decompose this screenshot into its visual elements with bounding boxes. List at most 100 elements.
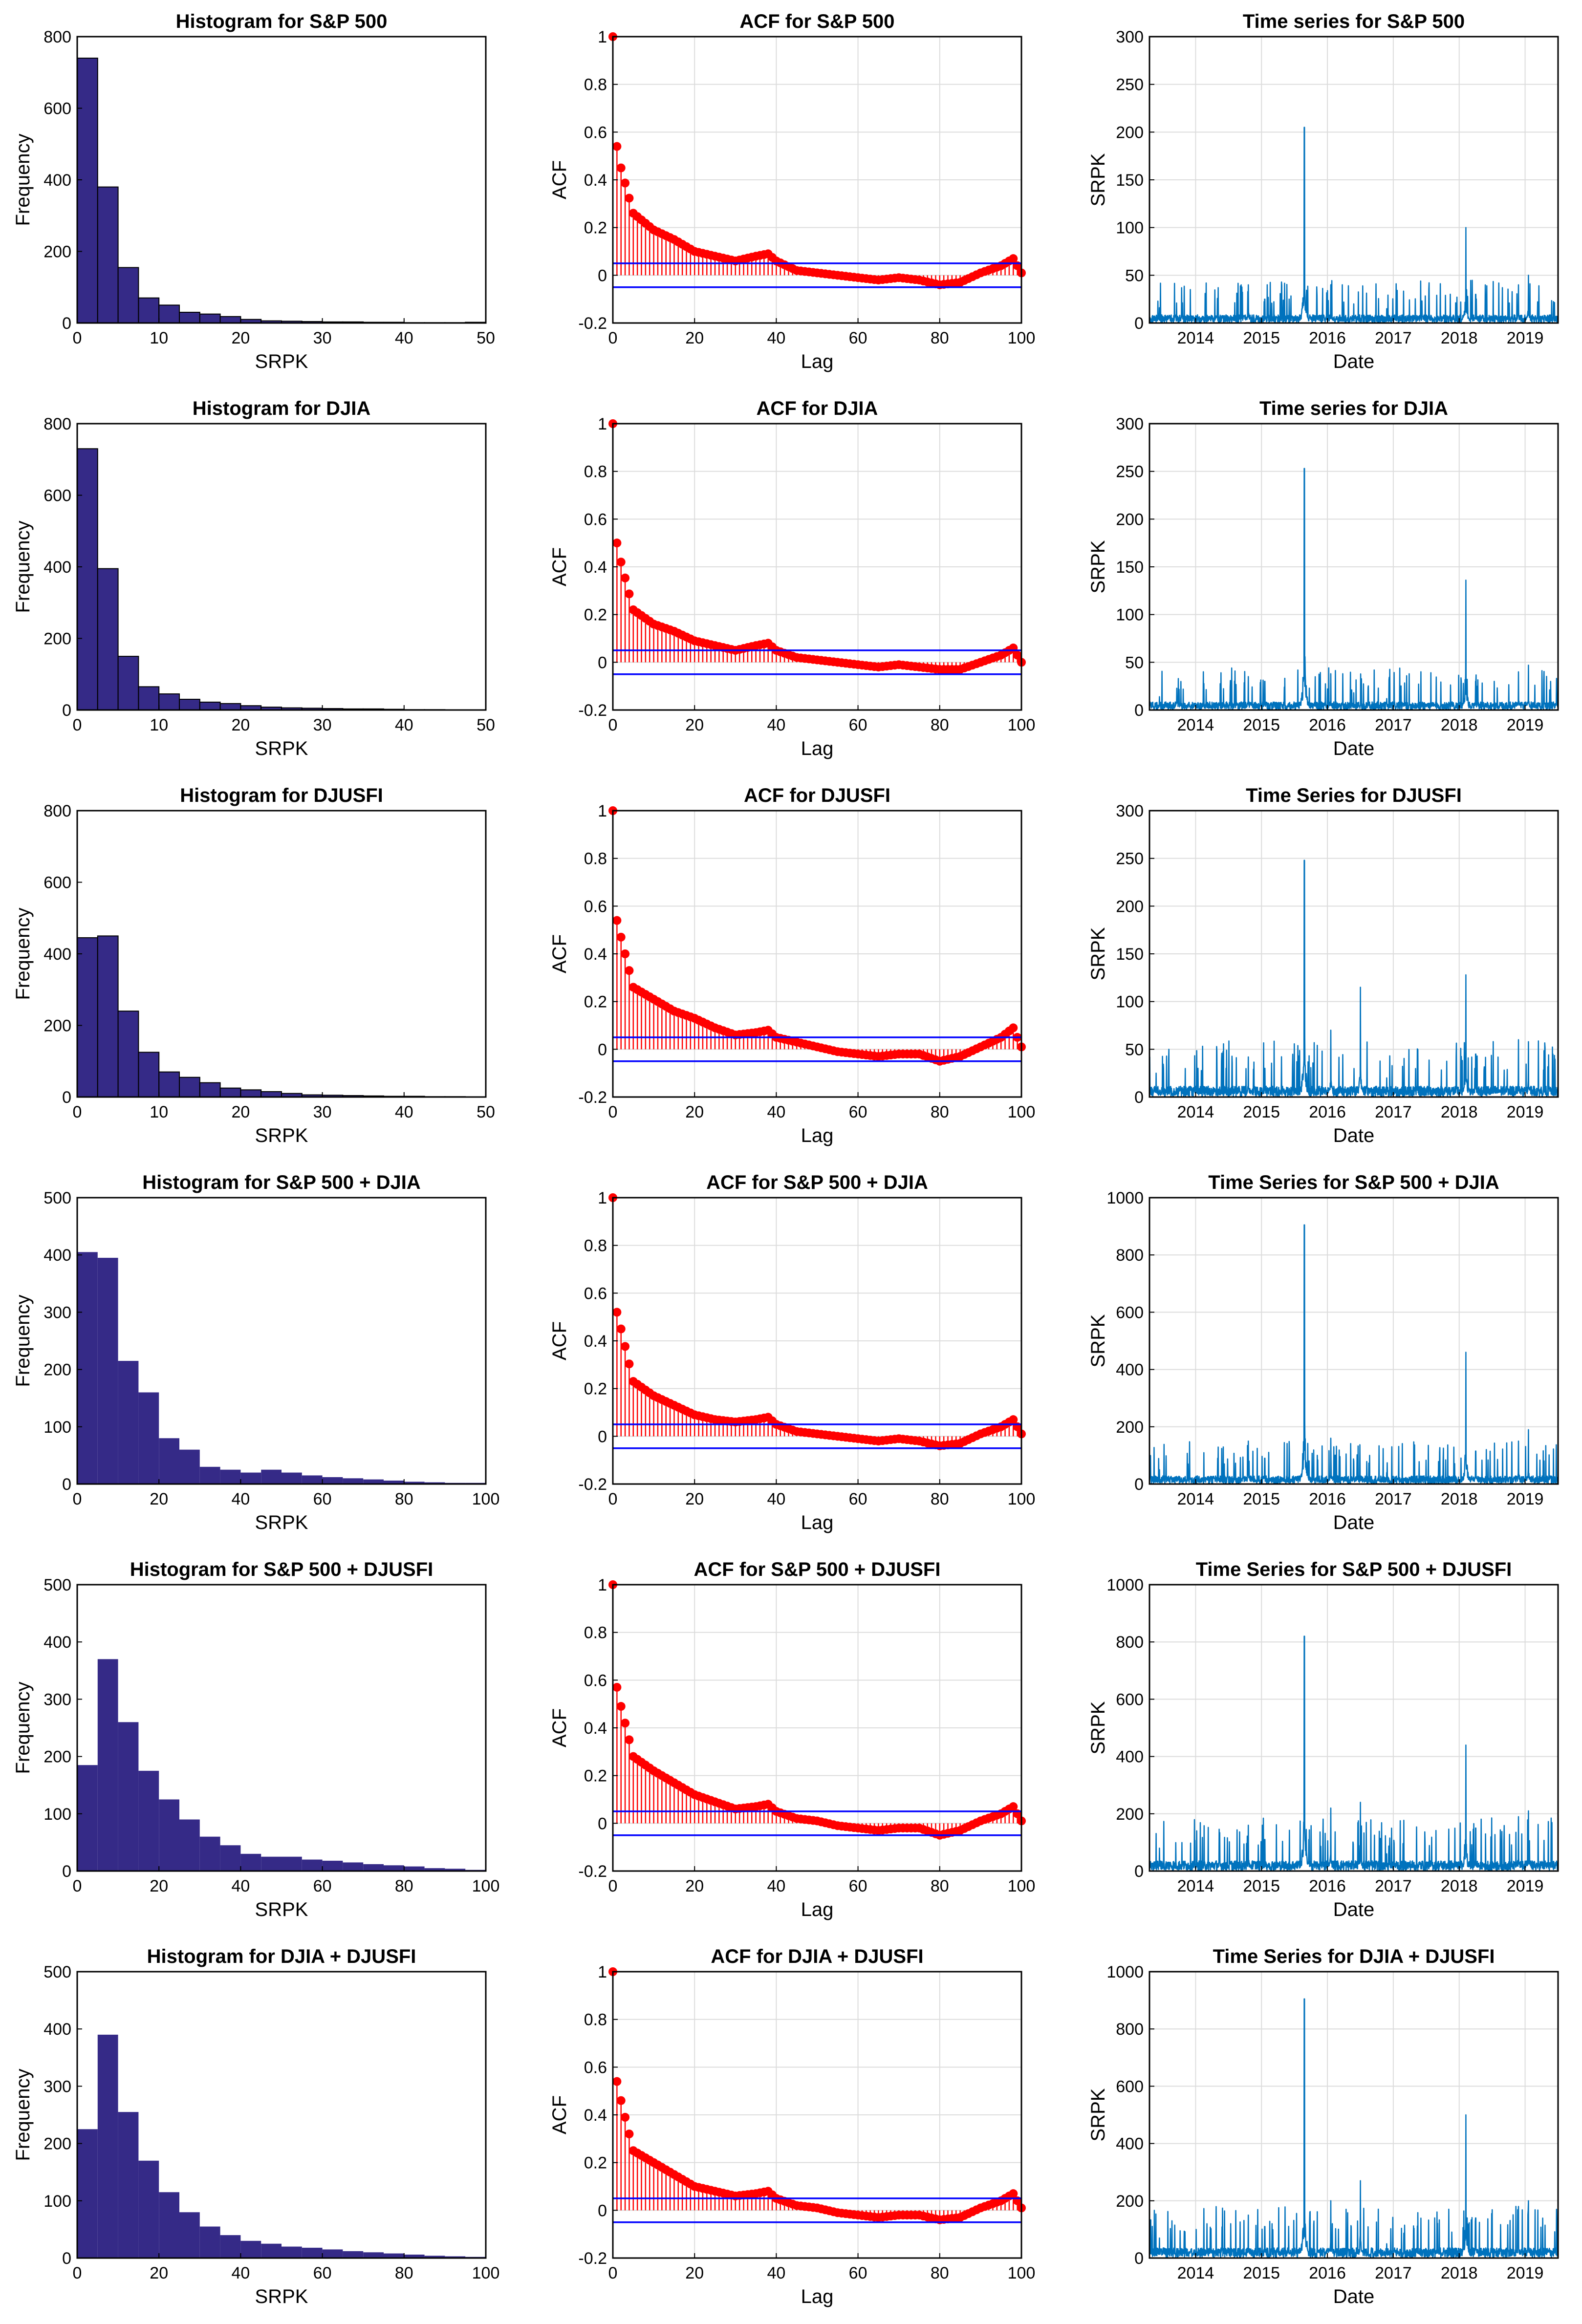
x-axis-label: Lag	[801, 1125, 834, 1146]
histogram-bar	[302, 2247, 323, 2258]
y-tick-label: 400	[43, 171, 71, 190]
x-tick-label: 20	[685, 329, 704, 347]
timeseries-line	[1149, 860, 1559, 1097]
x-tick-label: 100	[472, 2264, 500, 2282]
chart-title: Histogram for S&P 500	[176, 11, 388, 32]
histogram-bar	[363, 1864, 384, 1871]
histogram-bar	[179, 1076, 200, 1097]
x-tick-label: 2015	[1243, 1103, 1280, 1121]
y-tick-label: 600	[43, 874, 71, 892]
y-tick-label: 0.6	[584, 1284, 607, 1303]
acf-marker	[616, 2096, 626, 2105]
y-tick-label: 0.4	[584, 558, 607, 577]
histogram-bar	[384, 1480, 404, 1484]
x-axis-label: Lag	[801, 1899, 834, 1920]
x-tick-label: 20	[685, 716, 704, 734]
y-tick-label: 400	[43, 2020, 71, 2039]
histogram-bar	[384, 2253, 404, 2258]
x-tick-label: 60	[849, 2264, 867, 2282]
y-tick-label: 0.2	[584, 606, 607, 624]
y-tick-label: 200	[1116, 123, 1144, 142]
x-tick-label: 2018	[1441, 716, 1478, 734]
y-tick-label: 50	[1125, 1040, 1144, 1059]
y-axis-label: ACF	[549, 2095, 570, 2134]
y-tick-label: 0.8	[584, 76, 607, 94]
y-tick-label: 250	[1116, 76, 1144, 94]
x-tick-label: 20	[150, 2264, 168, 2282]
axes-box	[76, 1971, 487, 2259]
histogram-bar	[322, 1477, 343, 1484]
y-tick-label: 0	[598, 1814, 607, 1833]
x-tick-label: 20	[231, 329, 250, 347]
x-axis-label: SRPK	[255, 351, 308, 372]
y-tick-label: 100	[1116, 219, 1144, 237]
x-tick-label: 2014	[1177, 716, 1214, 734]
x-tick-label: 2015	[1243, 716, 1280, 734]
panel-hist-6: 0 20 40 60 80 100 0 100 200 300 400 500 Histogram fo…	[12, 1946, 499, 2307]
y-tick-label: 800	[1116, 1633, 1144, 1652]
acf-marker	[621, 178, 630, 188]
x-tick-label: 2019	[1507, 716, 1544, 734]
y-axis-label: Frequency	[12, 908, 34, 1000]
x-tick-label: 100	[472, 1490, 500, 1508]
y-tick-label: 100	[43, 2192, 71, 2211]
y-tick-label: 300	[1116, 415, 1144, 433]
x-tick-label: 20	[685, 1103, 704, 1121]
x-axis-label: Lag	[801, 738, 834, 759]
y-tick-label: 400	[1116, 2135, 1144, 2153]
chart-title: ACF for DJIA + DJUSFI	[711, 1946, 923, 1967]
timeseries-line	[1149, 1635, 1559, 1871]
histogram-bar	[240, 1472, 261, 1484]
x-tick-label: 40	[767, 329, 785, 347]
x-tick-label: 10	[150, 716, 168, 734]
panel-hist-5: 0 20 40 60 80 100 0 100 200 300 400 500 Histogram fo…	[12, 1559, 499, 1920]
x-tick-label: 20	[685, 1490, 704, 1508]
histogram-bar	[158, 304, 180, 323]
y-tick-label: 100	[43, 1418, 71, 1437]
x-tick-label: 2017	[1375, 1103, 1412, 1121]
histogram-bar	[118, 1722, 139, 1871]
histogram-bar	[117, 267, 139, 324]
y-tick-label: 0.6	[584, 510, 607, 529]
histogram-bar	[363, 2252, 384, 2258]
x-tick-label: 2019	[1507, 1103, 1544, 1121]
histogram-bar	[384, 1865, 404, 1871]
histogram-bar	[158, 693, 180, 710]
y-axis-label: SRPK	[1087, 540, 1109, 593]
x-tick-label: 2014	[1177, 1877, 1214, 1895]
x-axis-label: Date	[1333, 2286, 1375, 2307]
x-axis-label: SRPK	[255, 2286, 308, 2307]
y-axis-label: Frequency	[12, 2069, 34, 2161]
histogram-bar	[199, 701, 221, 711]
histogram-bar	[118, 2112, 139, 2258]
histogram-bar	[219, 703, 241, 710]
y-tick-label: 1	[598, 1189, 607, 1207]
acf-marker	[1009, 1415, 1018, 1424]
x-tick-label: 30	[313, 716, 332, 734]
y-tick-label: 0	[598, 266, 607, 285]
panel-ts-6: 2014 2015 2016 2017 2018 2019 0 200 400 600 800 100…	[1087, 1946, 1559, 2307]
y-tick-label: 50	[1125, 266, 1144, 285]
x-tick-label: 2016	[1309, 1490, 1346, 1508]
histogram-bar	[322, 1860, 343, 1871]
x-tick-label: 20	[231, 716, 250, 734]
axes-box	[1149, 1197, 1559, 1485]
y-axis-label: SRPK	[1087, 153, 1109, 206]
y-tick-label: 800	[1116, 2020, 1144, 2039]
histogram-bar	[343, 2251, 364, 2258]
x-tick-label: 0	[608, 329, 618, 347]
acf-marker	[625, 589, 634, 599]
x-tick-label: 40	[767, 1103, 785, 1121]
x-tick-label: 2014	[1177, 2264, 1214, 2282]
x-tick-label: 100	[1008, 1103, 1036, 1121]
x-tick-label: 2019	[1507, 2264, 1544, 2282]
histogram-bar	[302, 1475, 323, 1484]
y-axis-label: Frequency	[12, 1682, 34, 1774]
y-tick-label: 1	[598, 415, 607, 433]
y-tick-label: 0	[598, 2201, 607, 2220]
x-tick-label: 100	[1008, 1877, 1036, 1895]
x-tick-label: 10	[150, 1103, 168, 1121]
y-tick-label: 300	[1116, 802, 1144, 820]
histogram-bar	[77, 1252, 98, 1484]
